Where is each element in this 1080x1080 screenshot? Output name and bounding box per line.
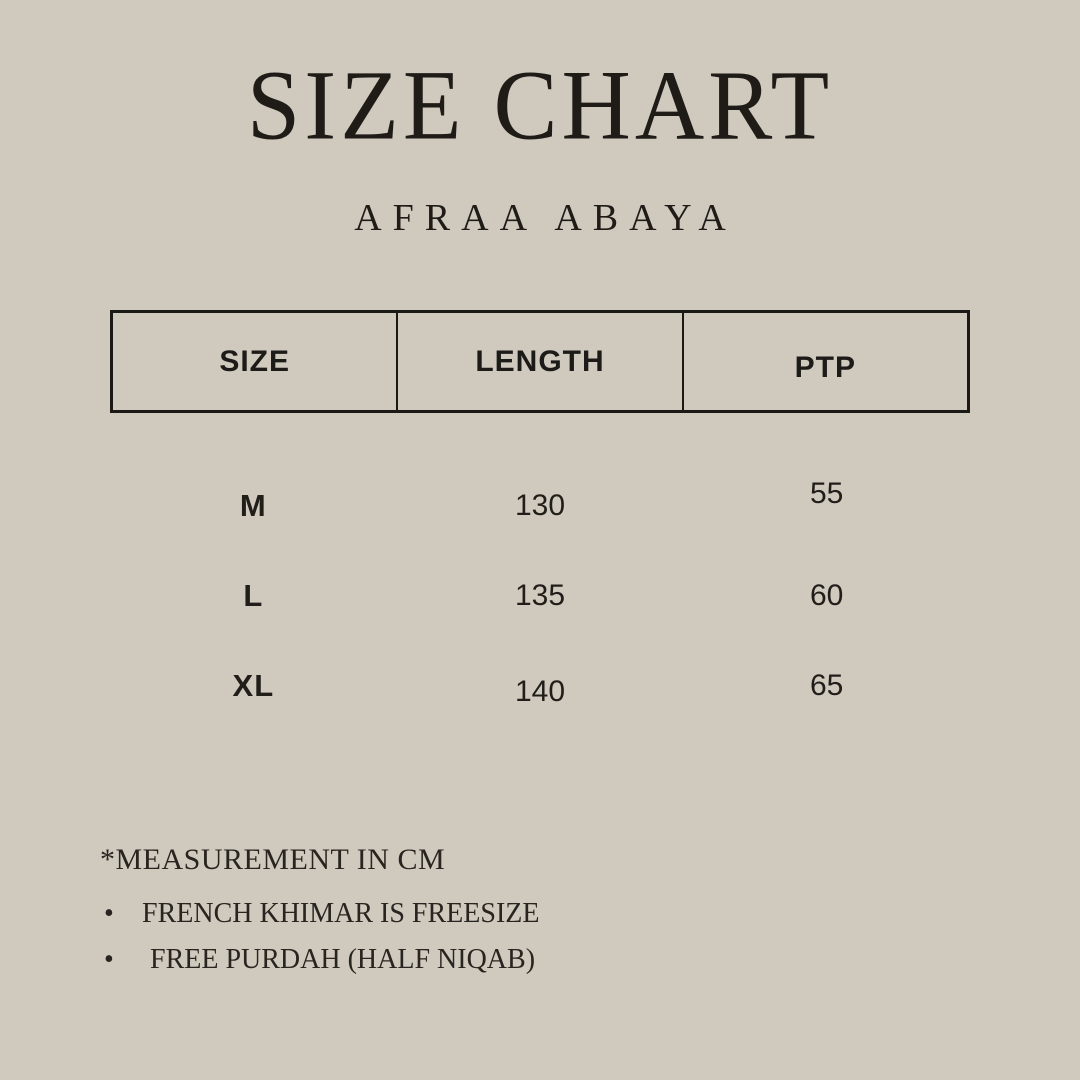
table-row: L 135 60 xyxy=(110,551,970,641)
size-value: XL xyxy=(232,668,275,703)
bullet-icon: • xyxy=(104,944,114,975)
bullet-text: FREE PURDAH (HALF NIQAB) xyxy=(150,944,536,975)
ptp-value: 60 xyxy=(809,579,844,612)
length-value: 130 xyxy=(514,489,566,522)
bullet-text: FRENCH KHIMAR IS FREESIZE xyxy=(142,898,540,929)
column-header-length: LENGTH xyxy=(396,313,681,410)
page-subtitle: AFRAA ABAYA xyxy=(354,197,737,239)
bullet-icon: • xyxy=(104,898,114,929)
length-value: 140 xyxy=(514,675,566,708)
column-header-size: SIZE xyxy=(219,344,290,378)
ptp-value: 65 xyxy=(809,669,844,702)
measurement-note: *MEASUREMENT IN CM xyxy=(100,843,446,876)
list-item: • FREE PURDAH (HALF NIQAB) xyxy=(100,943,539,977)
size-value: L xyxy=(243,578,264,613)
size-table-header-row: SIZE LENGTH PTP xyxy=(110,310,970,413)
size-table: SIZE LENGTH PTP M 130 55 L 135 60 XL 140… xyxy=(110,310,970,731)
page-title: SIZE CHART xyxy=(246,48,834,161)
length-value: 135 xyxy=(514,579,566,612)
size-table-body: M 130 55 L 135 60 XL 140 65 xyxy=(110,413,970,731)
column-header-ptp: PTP xyxy=(681,313,967,410)
table-row: M 130 55 xyxy=(110,461,970,551)
notes-bullet-list: • FRENCH KHIMAR IS FREESIZE • FREE PURDA… xyxy=(100,897,539,977)
notes-section: *MEASUREMENT IN CM • FRENCH KHIMAR IS FR… xyxy=(100,843,539,989)
ptp-value: 55 xyxy=(809,477,844,510)
size-value: M xyxy=(239,488,267,523)
list-item: • FRENCH KHIMAR IS FREESIZE xyxy=(100,897,539,931)
table-row: XL 140 65 xyxy=(110,641,970,731)
